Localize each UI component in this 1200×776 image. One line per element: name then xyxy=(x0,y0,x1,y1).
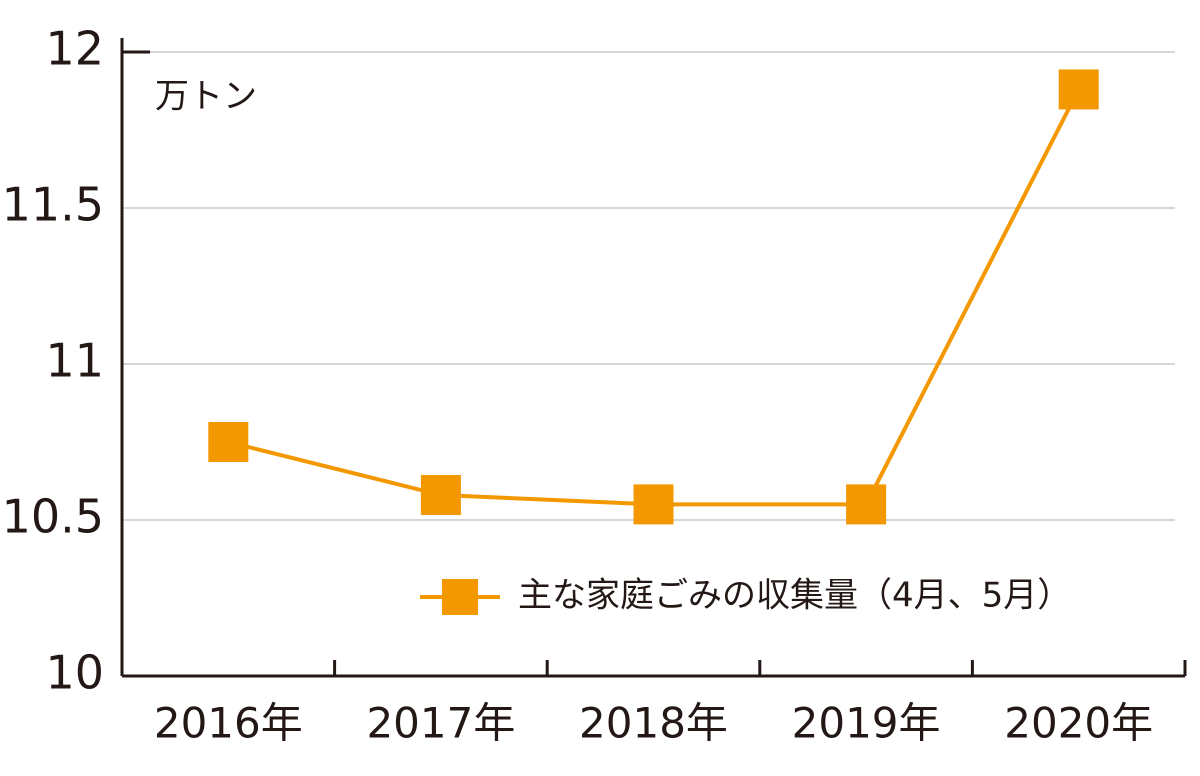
x-tick-label: 2018年 xyxy=(579,699,728,748)
x-tick-label: 2019年 xyxy=(792,699,941,748)
y-tick-label: 11 xyxy=(45,334,104,388)
legend-label: 主な家庭ごみの収集量（4月、5月） xyxy=(518,576,1071,616)
marker xyxy=(420,475,461,516)
marker xyxy=(1058,69,1099,110)
y-tick-label: 12 xyxy=(45,22,104,76)
y-axis-label: 万トン xyxy=(155,77,257,117)
marker xyxy=(846,484,887,525)
y-tick-label: 10.5 xyxy=(2,490,104,544)
x-tick-label: 2016年 xyxy=(154,699,303,748)
y-tick-label: 10 xyxy=(45,646,104,700)
y-tick-label: 11.5 xyxy=(2,178,104,232)
marker xyxy=(633,484,674,525)
legend-marker xyxy=(442,579,478,615)
x-tick-label: 2020年 xyxy=(1004,699,1153,748)
line xyxy=(227,88,1081,507)
x-tick-label: 2017年 xyxy=(366,699,515,748)
marker xyxy=(208,422,249,462)
